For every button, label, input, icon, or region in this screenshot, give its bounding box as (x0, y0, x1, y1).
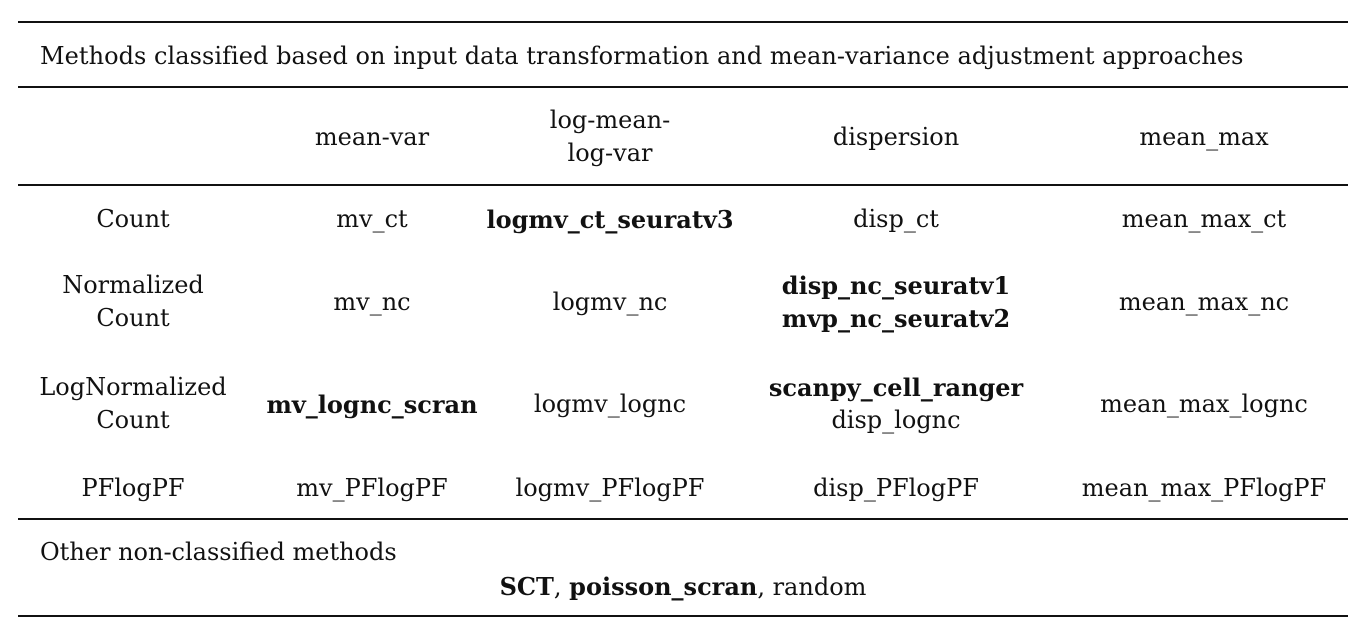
method-cell: logmv_lognc (534, 388, 686, 421)
body-rule (18, 518, 1348, 520)
method-cell-line: logmv_ct_seuratv3 (486, 204, 734, 234)
list-separator: , (757, 573, 773, 601)
row-label-line: Count (96, 406, 170, 434)
method-cell: logmv_nc (553, 286, 668, 319)
method-cell: disp_ct (853, 203, 939, 236)
other-methods-title: Other non-classified methods (40, 538, 397, 566)
method-cell-line: disp_nc_seuratv1 (781, 271, 1011, 300)
bottom-rule (18, 615, 1348, 617)
method-cell: logmv_ct_seuratv3 (486, 203, 733, 236)
row-label: Count (96, 203, 169, 236)
row-label-line: Count (96, 204, 170, 233)
method-cell-line: mv_nc (333, 287, 411, 316)
method-cell: mean_max_PFlogPF (1082, 472, 1326, 505)
method-cell: mean_max_lognc (1100, 388, 1308, 421)
method-cell: mv_nc (333, 286, 410, 319)
caption-rule (18, 86, 1348, 88)
column-header-line: log-mean- (549, 106, 671, 134)
column-header-line: mean_max (1139, 122, 1269, 151)
column-header: mean-var (315, 121, 429, 154)
method-cell-line: logmv_nc (552, 287, 668, 316)
method-cell: logmv_PFlogPF (516, 472, 705, 505)
row-label: PFlogPF (81, 472, 184, 505)
column-header-line: dispersion (832, 122, 960, 151)
method-cell: mean_max_ct (1122, 203, 1286, 236)
row-label-line: Normalized (62, 271, 204, 299)
column-header: dispersion (833, 121, 959, 154)
column-header: mean_max (1139, 121, 1268, 154)
method-cell-line: mean_max_nc (1118, 287, 1290, 316)
row-label: LogNormalized Count (39, 371, 226, 437)
row-label: Normalized Count (62, 269, 204, 335)
method-cell-line: mean_max_lognc (1100, 389, 1308, 418)
table-caption: Methods classified based on input data t… (40, 42, 1244, 70)
method-cell-line: mean_max_PFlogPF (1081, 473, 1327, 502)
method-cell-line: disp_lognc (831, 406, 961, 434)
method-cell-line: mean_max_ct (1121, 204, 1287, 233)
list-separator: , (553, 573, 570, 601)
method-cell: mean_max_nc (1119, 286, 1289, 319)
method-cell: mv_PFlogPF (296, 472, 447, 505)
method-cell-line: mvp_nc_seuratv2 (781, 304, 1011, 333)
method-cell: disp_nc_seuratv1 mvp_nc_seuratv2 (782, 269, 1010, 335)
method-cell: scanpy_cell_ranger disp_lognc (769, 371, 1023, 437)
row-label-line: LogNormalized (39, 373, 227, 401)
other-methods-list: SCT, poisson_scran, random (500, 570, 867, 604)
method-cell: mv_ct (336, 203, 407, 236)
column-header: log-mean-log-var (550, 104, 670, 170)
other-method: poisson_scran (569, 572, 758, 601)
method-cell-line: mv_lognc_scran (266, 389, 478, 419)
row-label-line: Count (96, 304, 170, 332)
method-cell-line: disp_ct (853, 204, 939, 233)
column-header-line: mean-var (314, 122, 430, 151)
column-header-line: log-var (567, 139, 653, 167)
other-method: SCT (499, 572, 554, 601)
other-method: random (772, 573, 867, 601)
method-cell-line: scanpy_cell_ranger (768, 373, 1024, 402)
header-rule (18, 184, 1348, 186)
method-cell-line: disp_PFlogPF (813, 473, 979, 502)
top-rule (18, 21, 1348, 23)
row-label-line: PFlogPF (81, 473, 185, 502)
method-cell: mv_lognc_scran (266, 388, 477, 421)
method-cell-line: logmv_PFlogPF (515, 473, 705, 502)
method-cell: disp_PFlogPF (813, 472, 979, 505)
method-cell-line: logmv_lognc (533, 389, 687, 418)
method-cell-line: mv_PFlogPF (296, 473, 448, 502)
method-cell-line: mv_ct (336, 204, 408, 233)
